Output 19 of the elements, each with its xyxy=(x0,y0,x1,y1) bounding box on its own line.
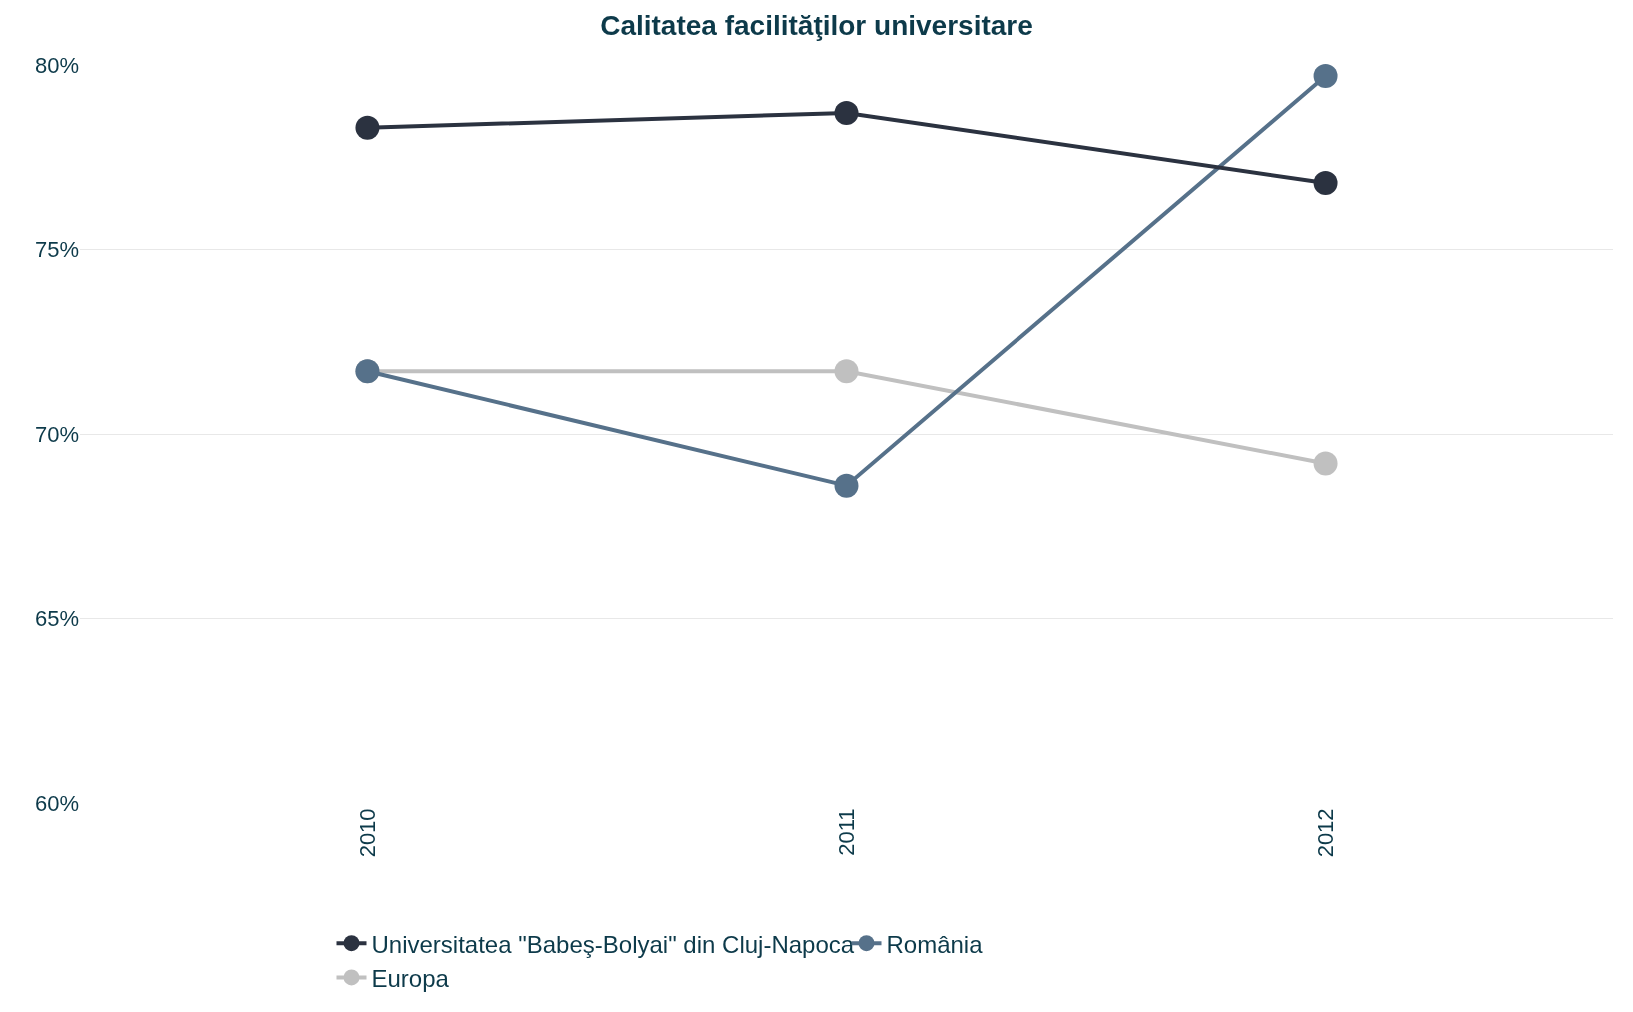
point xyxy=(1313,451,1338,476)
point xyxy=(355,115,380,140)
point xyxy=(834,359,859,384)
point xyxy=(834,473,859,498)
x-tick-label: 2012 xyxy=(1312,808,1338,858)
y-tick-label: 60% xyxy=(34,790,79,816)
y-tick-label: 70% xyxy=(34,421,79,447)
x-tick-label: 2010 xyxy=(354,808,380,858)
legend-label: România xyxy=(886,930,984,958)
point xyxy=(1313,171,1338,196)
y-tick-label: 80% xyxy=(34,52,79,78)
point xyxy=(1313,64,1338,89)
legend-label: Europa xyxy=(371,964,450,992)
point xyxy=(834,100,859,125)
legend-label: Universitatea "Babeş-Bolyai" din Cluj-Napoca xyxy=(371,930,855,958)
chart-title: Calitatea facilităţilor universitare xyxy=(600,9,1033,41)
y-tick-label: 75% xyxy=(34,237,79,263)
x-tick-label: 2011 xyxy=(833,808,859,856)
y-tick-label: 65% xyxy=(34,606,79,632)
